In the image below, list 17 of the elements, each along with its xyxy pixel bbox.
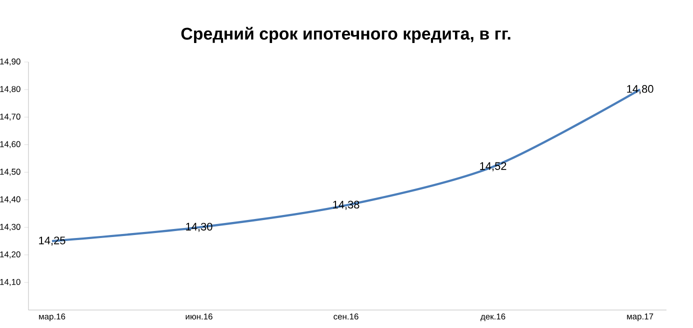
x-tick-label: мар.16 <box>39 314 66 322</box>
x-tick-label: дек.16 <box>480 314 506 322</box>
y-tick-label: 14,90 <box>0 58 20 66</box>
y-tick-label: 14,30 <box>0 224 20 231</box>
x-tick-label: мар.17 <box>627 314 654 322</box>
y-tick-label: 14,40 <box>0 196 20 204</box>
y-tick-label: 14,60 <box>0 141 20 148</box>
y-tick-label: 14,20 <box>0 251 20 258</box>
y-tick-label: 14,10 <box>0 278 20 286</box>
x-tick-label: июн.16 <box>186 314 212 320</box>
data-label: 14,80 <box>627 85 654 94</box>
y-tick-label: 14,70 <box>0 114 20 121</box>
data-label: 14,25 <box>39 236 66 246</box>
x-tick-label: сен.16 <box>334 314 358 320</box>
chart-title: Средний срок ипотечного кредита, в гг. <box>181 26 510 44</box>
y-tick-label: 14,50 <box>0 168 20 176</box>
y-tick-label: 14,80 <box>0 86 20 94</box>
